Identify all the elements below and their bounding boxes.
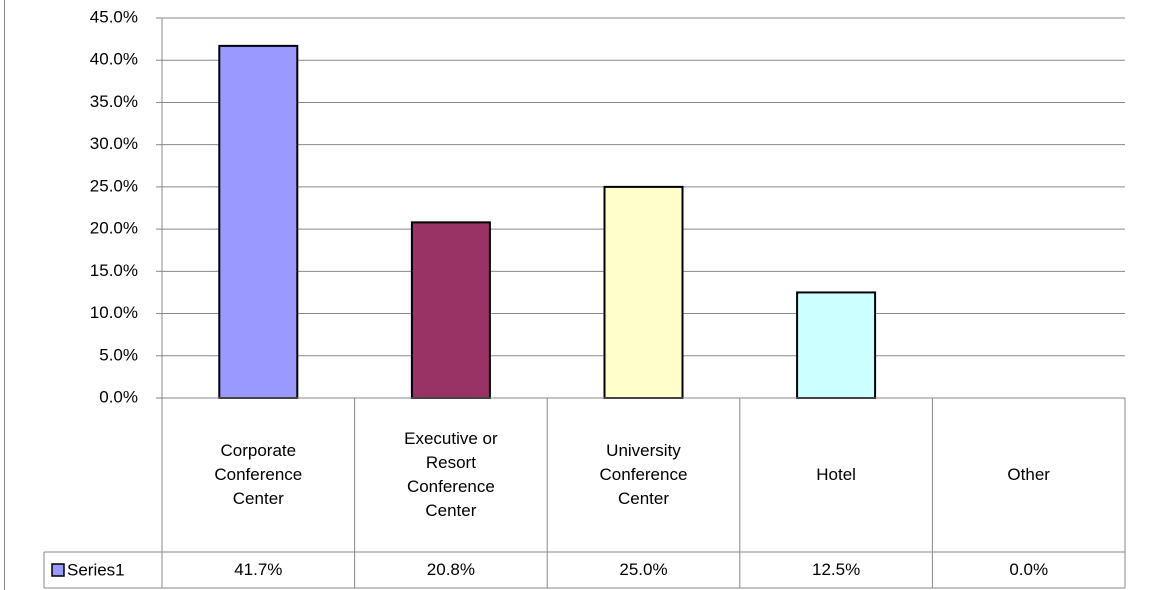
x-tick-label: Other bbox=[932, 398, 1125, 552]
data-label: 12.5% bbox=[740, 552, 933, 588]
data-label: 41.7% bbox=[162, 552, 355, 588]
x-tick-label-box: Other bbox=[932, 398, 1125, 552]
data-label-text: 41.7% bbox=[234, 560, 283, 579]
legend-key bbox=[51, 563, 65, 577]
x-tick-label-text: Executive or Resort Conference Center bbox=[404, 429, 498, 520]
data-label-box: 41.7% bbox=[162, 552, 355, 588]
data-label-box: 0.0% bbox=[932, 552, 1125, 588]
data-label-text: 20.8% bbox=[426, 560, 475, 579]
y-tick-label: 35.0% bbox=[90, 92, 138, 111]
x-tick-label: Executive or Resort Conference Center bbox=[355, 398, 548, 552]
data-label: 20.8% bbox=[355, 552, 548, 588]
y-tick-label: 10.0% bbox=[90, 303, 138, 322]
y-tick-label: 40.0% bbox=[90, 50, 138, 69]
x-tick-label-box: University Conference Center bbox=[547, 398, 740, 552]
y-tick-label: 15.0% bbox=[90, 261, 138, 280]
y-tick-label: 0.0% bbox=[99, 387, 138, 406]
data-label-box: 20.8% bbox=[355, 552, 548, 588]
y-tick-label: 5.0% bbox=[99, 345, 138, 364]
x-tick-label: Hotel bbox=[740, 398, 933, 552]
x-tick-label-text: Other bbox=[1007, 465, 1050, 484]
data-label-text: 0.0% bbox=[1009, 560, 1049, 579]
data-label-box: 25.0% bbox=[547, 552, 740, 588]
bar bbox=[218, 44, 299, 399]
x-tick-label-text: Hotel bbox=[816, 465, 856, 484]
y-tick-label: 30.0% bbox=[90, 134, 138, 153]
x-tick-label-text: University Conference Center bbox=[599, 441, 688, 508]
y-tick-label: 25.0% bbox=[90, 176, 138, 195]
data-label: 0.0% bbox=[932, 552, 1125, 588]
bar bbox=[796, 291, 877, 400]
bar bbox=[410, 221, 491, 399]
x-tick-label: University Conference Center bbox=[547, 398, 740, 552]
data-label-text: 25.0% bbox=[619, 560, 668, 579]
x-tick-label-text: Corporate Conference Center bbox=[214, 441, 303, 508]
bar bbox=[603, 185, 684, 399]
x-tick-label-box: Corporate Conference Center bbox=[162, 398, 355, 552]
y-tick-label: 20.0% bbox=[90, 219, 138, 238]
x-tick-label-box: Hotel bbox=[740, 398, 933, 552]
data-label-text: 12.5% bbox=[811, 560, 861, 579]
data-label-box: 12.5% bbox=[740, 552, 933, 588]
x-tick-label: Corporate Conference Center bbox=[162, 398, 355, 552]
x-tick-label-box: Executive or Resort Conference Center bbox=[355, 398, 548, 552]
y-tick-label: 45.0% bbox=[90, 7, 138, 26]
data-label: 25.0% bbox=[547, 552, 740, 588]
legend-label: Series1 bbox=[67, 560, 125, 579]
